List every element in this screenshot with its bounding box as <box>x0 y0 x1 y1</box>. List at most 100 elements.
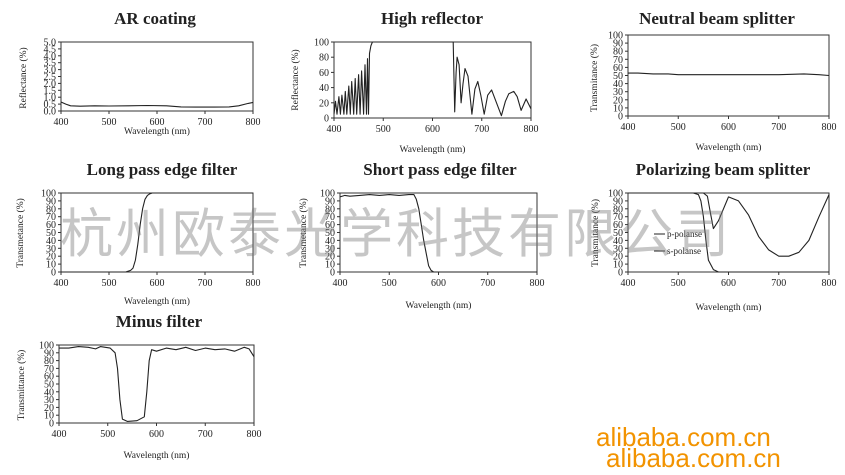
chart-title: Long pass edge filter <box>87 160 238 179</box>
y-tick-label: 60 <box>46 220 56 231</box>
series-line-s-polanse <box>628 192 829 273</box>
x-tick-label: 400 <box>621 122 636 133</box>
y-tick-label: 50 <box>613 71 623 82</box>
y-tick-label: 0 <box>51 268 56 279</box>
y-tick-label: 50 <box>46 228 56 239</box>
chart-title: High reflector <box>381 9 484 28</box>
chart-high-reflector: High reflector 400 500 600 700 800 0 20 40 60 80 10… <box>290 9 539 155</box>
x-tick-label: 600 <box>150 117 165 128</box>
y-tick-label: 40 <box>46 236 56 247</box>
y-tick-label: 30 <box>613 87 623 98</box>
y-tick-label: 70 <box>46 212 56 223</box>
x-axis-label: Wavelength (nm) <box>124 296 190 307</box>
y-tick-label: 60 <box>319 68 329 79</box>
x-tick-label: 700 <box>474 124 489 135</box>
x-tick-label: 600 <box>721 122 736 133</box>
x-tick-label: 500 <box>102 117 117 128</box>
y-tick-label: 70 <box>44 364 54 375</box>
x-axis-label: Wavelength (nm) <box>400 144 466 155</box>
x-axis-label: Wavelength (nm) <box>124 450 190 461</box>
x-tick-label: 400 <box>333 278 348 289</box>
y-tick-label: 0 <box>618 112 623 123</box>
legend-label: p-polanse <box>667 229 702 239</box>
x-tick-label: 800 <box>524 124 539 135</box>
y-tick-label: 40 <box>613 79 623 90</box>
series-line-curve-1 <box>339 194 537 273</box>
x-tick-label: 600 <box>431 278 446 289</box>
x-tick-label: 800 <box>822 278 837 289</box>
y-tick-label: 100 <box>41 189 56 200</box>
y-tick-label: 60 <box>44 372 54 383</box>
plot-frame <box>58 344 255 424</box>
x-tick-label: 400 <box>52 429 67 440</box>
y-tick-label: 4.5 <box>44 44 57 55</box>
chart-long-pass-edge-filter: Long pass edge filter 400 500 600 700 800 0102… <box>15 160 261 307</box>
y-tick-label: 40 <box>325 236 335 247</box>
y-tick-label: 5.0 <box>44 38 57 49</box>
x-tick-label: 700 <box>480 278 495 289</box>
y-tick-label: 90 <box>46 196 56 207</box>
x-tick-label: 800 <box>247 429 262 440</box>
y-tick-label: 0 <box>618 268 623 279</box>
chart-title: Minus filter <box>116 312 203 331</box>
plot-frame <box>627 34 830 117</box>
y-tick-label: 0 <box>49 419 54 430</box>
x-axis-label: Wavelength (nm) <box>696 142 762 153</box>
x-tick-label: 400 <box>621 278 636 289</box>
x-tick-label: 400 <box>54 117 69 128</box>
y-tick-label: 30 <box>44 395 54 406</box>
y-axis-label: Transmittance (%) <box>16 350 27 421</box>
x-tick-label: 600 <box>425 124 440 135</box>
y-tick-label: 2.0 <box>44 79 57 90</box>
x-tick-label: 700 <box>771 122 786 133</box>
y-tick-label: 70 <box>325 212 335 223</box>
y-tick-label: 20 <box>46 252 56 263</box>
x-axis-label: Wavelength (nm) <box>124 126 190 137</box>
y-tick-label: 10 <box>325 260 335 271</box>
x-tick-label: 800 <box>822 122 837 133</box>
series-line-curve-1 <box>628 72 830 77</box>
y-tick-label: 50 <box>613 228 623 239</box>
y-tick-label: 1.5 <box>44 86 57 97</box>
x-tick-label: 500 <box>671 122 686 133</box>
y-tick-label: 100 <box>608 189 623 200</box>
y-tick-label: 4.0 <box>44 51 57 62</box>
x-tick-label: 500 <box>382 278 397 289</box>
y-tick-label: 1.0 <box>44 93 57 104</box>
y-tick-label: 0.5 <box>44 100 57 111</box>
y-tick-label: 90 <box>613 196 623 207</box>
y-tick-label: 20 <box>325 252 335 263</box>
y-tick-label: 20 <box>613 95 623 106</box>
watermark-url-primary: alibaba.com.cn <box>596 422 771 452</box>
y-tick-label: 70 <box>613 212 623 223</box>
y-tick-label: 2.5 <box>44 72 57 83</box>
x-tick-label: 500 <box>376 124 391 135</box>
watermark-company-name: 杭州欧泰光学科技有限公司 <box>60 204 732 265</box>
legend-label: s-polanse <box>667 246 701 256</box>
y-tick-label: 3.0 <box>44 65 57 76</box>
series-line-curve-1 <box>60 101 254 108</box>
x-tick-label: 800 <box>246 117 261 128</box>
y-tick-label: 80 <box>44 356 54 367</box>
y-tick-label: 20 <box>319 98 329 109</box>
y-tick-label: 40 <box>613 236 623 247</box>
y-tick-label: 30 <box>613 244 623 255</box>
y-tick-label: 30 <box>46 244 56 255</box>
series-line-curve-1 <box>61 192 253 273</box>
x-tick-label: 600 <box>150 278 165 289</box>
x-tick-label: 400 <box>54 278 69 289</box>
x-tick-label: 500 <box>671 278 686 289</box>
y-tick-label: 50 <box>44 380 54 391</box>
y-tick-label: 100 <box>608 31 623 42</box>
chart-ar-coating: AR coating 400 500 600 700 800 0.00.51.01.52.0… <box>18 9 261 137</box>
y-tick-label: 10 <box>613 103 623 114</box>
watermark-url-secondary: alibaba.com.cn <box>606 443 781 473</box>
series-line-curve-1 <box>333 41 532 117</box>
y-tick-label: 80 <box>325 204 335 215</box>
chart-neutral-beam-splitter: Neutral beam splitter 400 500 600 700 800 0102… <box>589 9 837 153</box>
y-tick-label: 80 <box>613 204 623 215</box>
x-tick-label: 600 <box>721 278 736 289</box>
y-tick-label: 40 <box>319 83 329 94</box>
